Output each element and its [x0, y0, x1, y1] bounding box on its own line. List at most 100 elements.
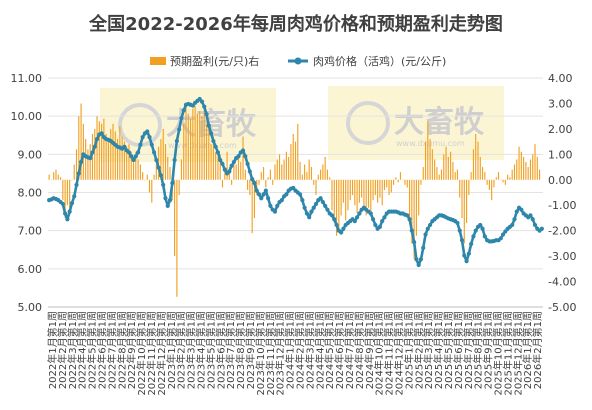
price-point: [177, 127, 182, 132]
profit-bar: [335, 179, 338, 236]
profit-bar: [242, 136, 244, 180]
price-point: [272, 209, 278, 214]
x-tick-label: 2023年1月第1周: [165, 311, 178, 389]
profit-bar: [212, 136, 214, 180]
price-point: [421, 245, 426, 250]
profit-bar: [354, 179, 356, 206]
profit-bar: [276, 159, 278, 180]
profit-bar: [235, 164, 237, 180]
profit-bar: [64, 179, 66, 218]
price-point: [149, 142, 154, 147]
profit-bar: [507, 174, 509, 180]
profit-bar: [196, 113, 198, 180]
watermark-logo-icon: [346, 101, 390, 145]
legend-label-price: 肉鸡价格（活鸡）(元/公斤): [313, 54, 446, 68]
profit-bar: [472, 149, 474, 180]
price-point: [261, 192, 266, 197]
price-point: [158, 173, 164, 178]
profit-bar: [146, 174, 148, 180]
x-tick-label: 2024年10月第1周: [373, 311, 386, 396]
y-right-tick-label: -4.00: [548, 276, 576, 289]
profit-bar: [452, 161, 454, 180]
profit-bar: [107, 139, 110, 180]
y-left-tick-label: 9.00: [18, 148, 43, 161]
price-point: [539, 226, 544, 231]
profit-bar: [210, 144, 212, 180]
price-point: [229, 163, 234, 168]
profit-bar: [481, 167, 484, 180]
price-point: [220, 161, 225, 166]
price-point: [297, 192, 303, 197]
profit-bar: [377, 179, 379, 203]
profit-bars: [48, 103, 541, 297]
profit-bar: [420, 179, 422, 185]
legend-swatch-profit: [150, 57, 166, 65]
profit-bar: [372, 179, 374, 201]
profit-bar: [532, 154, 534, 180]
x-tick-label: 2022年9月第1周: [125, 311, 138, 389]
profit-bar: [418, 179, 420, 216]
profit-bar: [477, 141, 479, 180]
price-line: [47, 96, 544, 268]
profit-bar: [358, 179, 360, 203]
price-point: [309, 209, 314, 214]
profit-bar: [454, 172, 456, 180]
profit-bar: [119, 126, 121, 180]
x-tick-label: 2022年5月第1周: [86, 311, 99, 389]
x-tick-label: 2025年8月第1周: [472, 311, 485, 389]
profit-bar: [110, 128, 112, 180]
price-point: [311, 205, 316, 210]
x-tick-label: 2023年2月第1周: [175, 311, 188, 389]
x-tick-label: 2026年2月第1周: [531, 311, 544, 389]
x-axis: 2022年1月第1周2022年2月第1周2022年3月第1周2022年4月第1周…: [46, 306, 544, 396]
profit-bar: [290, 144, 292, 180]
price-point: [218, 157, 223, 163]
profit-bar: [470, 172, 472, 180]
profit-bar: [456, 169, 459, 180]
price-point: [126, 150, 132, 155]
price-point: [129, 154, 134, 159]
profit-bar: [98, 121, 100, 180]
watermark-1: 大畜牧www.dxumu.com: [328, 86, 504, 160]
profit-bar: [516, 159, 518, 180]
x-tick-label: 2024年8月第1周: [353, 311, 366, 389]
x-tick-label: 2023年12月第1周: [274, 311, 287, 396]
profit-bar: [151, 179, 153, 203]
profit-bar: [413, 179, 415, 259]
price-point: [427, 222, 433, 228]
profit-bar: [139, 164, 141, 180]
profit-bar: [461, 179, 463, 218]
profit-bar: [128, 144, 130, 180]
profit-bar: [459, 179, 461, 198]
price-point: [354, 215, 360, 220]
x-tick-label: 2022年8月第1周: [115, 311, 128, 389]
profit-bar: [370, 179, 372, 213]
y-left-tick-label: 8.00: [18, 187, 43, 200]
profit-bar: [260, 172, 262, 180]
price-point: [204, 112, 209, 117]
price-point: [339, 230, 344, 235]
x-tick-label: 2022年3月第1周: [66, 311, 79, 389]
price-point: [136, 150, 141, 155]
price-point: [532, 222, 538, 228]
y-right-tick-label: -5.00: [548, 301, 576, 314]
profit-bar: [185, 103, 187, 180]
profit-bar: [148, 179, 151, 193]
price-point: [227, 169, 232, 174]
profit-bar: [94, 128, 96, 180]
profit-bar: [463, 179, 465, 244]
profit-bar: [80, 103, 82, 180]
profit-bar: [306, 172, 308, 180]
profit-bar: [422, 167, 424, 180]
profit-bar: [406, 179, 408, 188]
price-point: [382, 215, 387, 220]
profit-bar: [85, 139, 87, 180]
profit-bar: [386, 179, 388, 188]
price-point: [464, 259, 469, 264]
profit-bar: [281, 164, 283, 180]
profit-bar: [525, 161, 527, 180]
profit-bar: [247, 179, 249, 190]
price-point: [245, 161, 250, 166]
y-right-tick-label: 3.00: [548, 97, 573, 110]
profit-bar: [484, 172, 486, 180]
